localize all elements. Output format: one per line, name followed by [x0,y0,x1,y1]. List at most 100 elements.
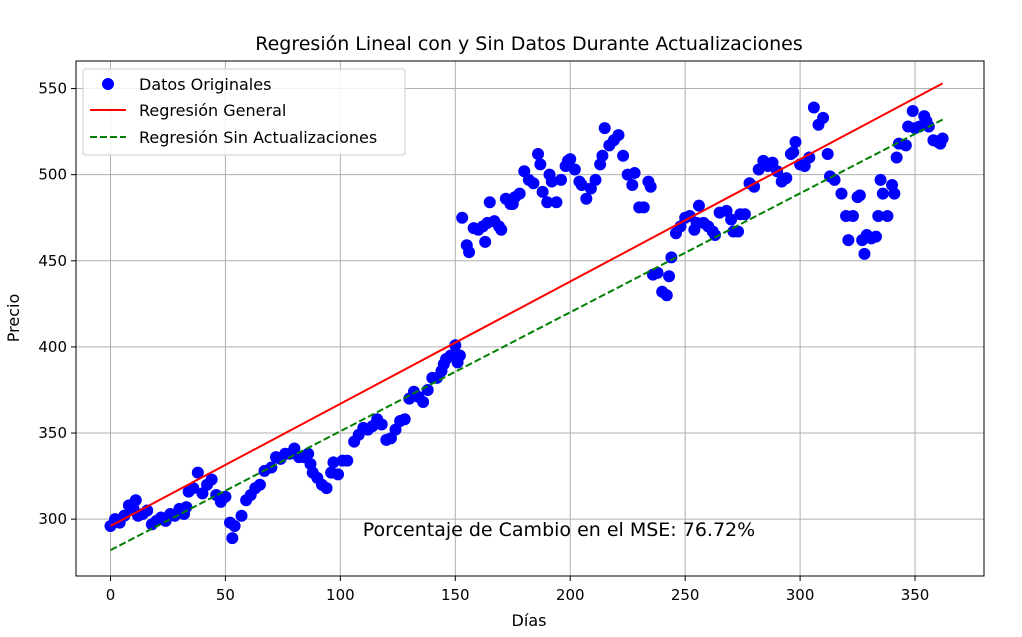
x-tick-label: 250 [671,586,700,604]
regression-lines [110,82,944,552]
data-point [534,158,547,171]
data-point [890,151,903,164]
data-point [888,187,901,200]
data-point [709,228,722,241]
data-point [589,173,602,186]
data-point [463,246,476,259]
data-point [332,468,345,481]
data-point [692,199,705,212]
data-point [732,225,745,238]
data-point [626,179,639,192]
data-point [118,509,131,522]
data-point [780,172,793,185]
y-axis-label: Precio [4,294,23,342]
data-point [219,490,232,503]
data-point [327,456,340,469]
x-tick-label: 200 [556,586,585,604]
data-point [598,122,611,135]
data-point [899,139,912,152]
y-tick-label: 300 [38,510,67,528]
data-point [320,482,333,495]
data-point [644,180,657,193]
x-tick-label: 0 [106,586,116,604]
data-point [532,148,545,161]
data-point [375,418,388,431]
data-point [180,501,193,514]
y-tick-label: 550 [38,80,67,98]
data-point [205,473,218,486]
y-tick-label: 350 [38,424,67,442]
data-point [483,196,496,209]
data-point [456,211,469,224]
data-point [872,210,885,223]
mse-annotation: Porcentaje de Cambio en el MSE: 76.72% [363,519,755,541]
x-tick-label: 300 [786,586,815,604]
data-point [513,187,526,200]
regression-general-line [110,82,944,527]
x-tick-label: 150 [441,586,470,604]
data-point [628,166,641,179]
data-point [580,192,593,205]
plot-frame [75,60,985,577]
data-point [665,251,678,264]
data-point [817,111,830,124]
data-point [564,153,577,166]
x-tick-label: 350 [901,586,930,604]
data-point [596,149,609,162]
data-point [226,532,239,545]
data-point [555,173,568,186]
legend-label-sin-actualizaciones: Regresión Sin Actualizaciones [139,128,377,147]
data-point [228,520,241,533]
scatter-points [104,101,949,545]
data-point [398,413,411,426]
data-point [235,509,248,522]
data-point [545,175,558,188]
legend-box [82,68,406,156]
data-point [637,201,650,214]
data-point [803,151,816,164]
data-point [550,196,563,209]
data-point [881,210,894,223]
data-point [725,213,738,226]
data-point [302,447,315,460]
data-point [853,189,866,202]
data-point [748,180,761,193]
data-point [612,129,625,142]
data-point [869,230,882,243]
y-tick-label: 500 [38,166,67,184]
legend-label-points: Datos Originales [139,75,271,94]
data-point [876,187,889,200]
data-point [846,210,859,223]
data-point [421,383,434,396]
data-point [453,349,466,362]
data-point [651,266,664,279]
data-point [874,173,887,186]
legend-label-general: Regresión General [139,101,286,120]
x-axis-label: Días [512,611,547,630]
data-point [449,339,462,352]
data-point [787,146,800,159]
data-point [906,104,919,117]
chart-title: Regresión Lineal con y Sin Datos Durante… [255,33,803,55]
data-point [821,148,834,161]
legend-marker-points [102,78,114,90]
data-point [417,396,430,409]
x-tick-label: 100 [326,586,355,604]
data-point [187,482,200,495]
data-point [835,187,848,200]
data-point [858,247,871,260]
data-point [789,135,802,148]
data-point [253,478,266,491]
data-point [541,196,554,209]
y-tick-label: 400 [38,338,67,356]
data-point [495,223,508,236]
legend: Datos Originales Regresión General Regre… [82,68,406,156]
x-tick-label: 50 [216,586,235,604]
data-point [663,270,676,283]
data-point [527,177,540,190]
data-point [191,466,204,479]
data-point [936,132,949,145]
data-point [807,101,820,114]
y-axis-ticks: 300 350 400 450 500 550 [38,80,76,528]
